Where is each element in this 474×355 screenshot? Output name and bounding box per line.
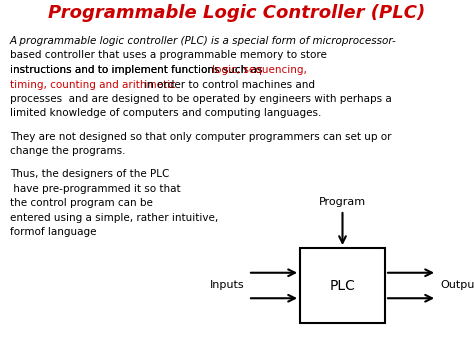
Text: Outputs: Outputs	[440, 280, 474, 290]
Text: Inputs: Inputs	[210, 280, 245, 290]
Text: instructions and to implement functions such as: instructions and to implement functions …	[10, 65, 265, 75]
Text: entered using a simple, rather intuitive,: entered using a simple, rather intuitive…	[10, 213, 218, 223]
Text: formof language: formof language	[10, 228, 97, 237]
Text: timing, counting and arithmetic: timing, counting and arithmetic	[10, 80, 176, 89]
Text: in order to control machines and: in order to control machines and	[141, 80, 315, 89]
Text: A programmable logic controller (PLC) is a special form of microprocessor-: A programmable logic controller (PLC) is…	[10, 36, 397, 46]
Text: logic, sequencing,: logic, sequencing,	[212, 65, 307, 75]
Text: the control program can be: the control program can be	[10, 198, 153, 208]
Text: PLC: PLC	[329, 279, 356, 293]
Bar	[300, 248, 385, 323]
Text: based controller that uses a programmable memory to store: based controller that uses a programmabl…	[10, 50, 327, 60]
Text: limited knowledge of computers and computing languages.: limited knowledge of computers and compu…	[10, 109, 321, 119]
Text: They are not designed so that only computer programmers can set up or: They are not designed so that only compu…	[10, 132, 392, 142]
Text: change the programs.: change the programs.	[10, 146, 126, 156]
Text: Programmable Logic Controller (PLC): Programmable Logic Controller (PLC)	[48, 4, 426, 22]
Text: Program: Program	[319, 197, 366, 207]
Text: instructions and to implement functions such as: instructions and to implement functions …	[10, 65, 265, 75]
Text: processes  and are designed to be operated by engineers with perhaps a: processes and are designed to be operate…	[10, 94, 392, 104]
Text: Thus, the designers of the PLC: Thus, the designers of the PLC	[10, 169, 169, 179]
Text: have pre-programmed it so that: have pre-programmed it so that	[10, 184, 181, 194]
